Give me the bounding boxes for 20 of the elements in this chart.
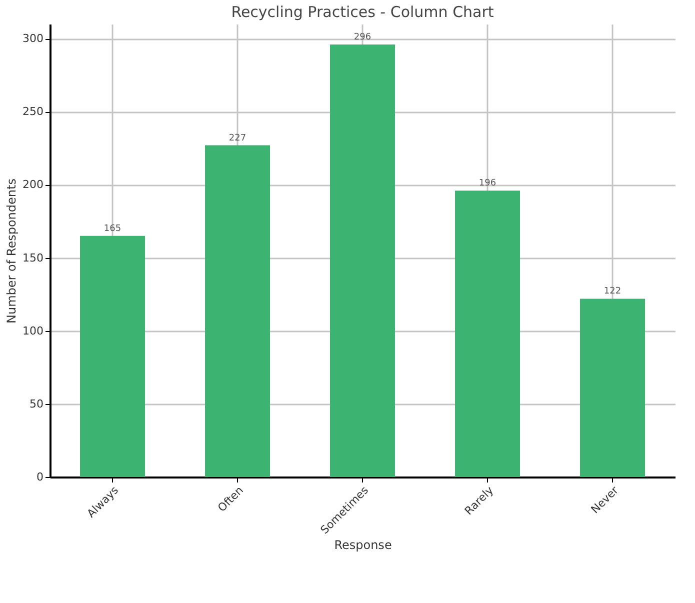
x-axis-title: Response (334, 538, 392, 552)
y-tick-label: 200 (22, 178, 44, 192)
bar (330, 44, 395, 477)
y-tick-label: 100 (22, 324, 44, 338)
chart-title: Recycling Practices - Column Chart (231, 3, 494, 21)
bar (205, 145, 270, 477)
y-tick-label: 150 (22, 251, 44, 264)
data-label: 227 (228, 133, 246, 144)
data-label: 196 (478, 178, 496, 189)
data-label: 122 (604, 286, 622, 297)
bar (455, 190, 520, 477)
y-tick-label: 300 (22, 32, 44, 46)
data-label: 165 (104, 224, 122, 234)
y-tick-label: 0 (36, 470, 44, 484)
y-tick-label: 250 (22, 105, 44, 118)
y-tick-label: 50 (30, 397, 44, 410)
data-label: 296 (354, 32, 372, 42)
bar (580, 298, 645, 477)
y-axis-title: Number of Respondents (4, 178, 19, 324)
bar (80, 236, 145, 477)
